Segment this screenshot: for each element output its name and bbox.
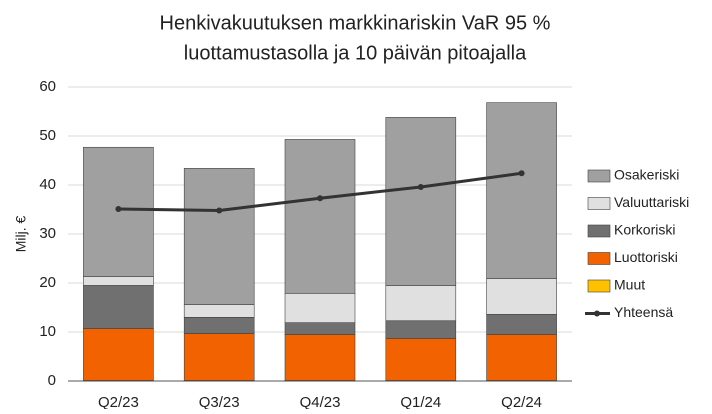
bar-segment [386,285,456,320]
legend-label: Valuuttariski [614,194,689,210]
bar-segment [285,323,355,335]
bar-segment [184,333,254,380]
y-tick-label: 60 [39,78,56,95]
legend-swatch [588,170,610,182]
y-tick-label: 50 [39,127,56,144]
y-tick-label: 20 [39,274,56,291]
bar-segment [487,103,557,279]
legend-label: Osakeriski [614,167,679,183]
x-tick-label: Q4/23 [300,394,341,409]
bar-segment [184,317,254,333]
y-axis-label: Milj. € [13,216,29,253]
y-tick-label: 40 [39,176,56,193]
bar-segment [487,314,557,334]
chart-title: Henkivakuutuksen markkinariskin VaR 95 % [160,12,551,34]
legend-label: Luottoriski [614,249,678,265]
total-point [519,170,525,176]
bar-segment [487,334,557,380]
legend-marker [594,311,600,317]
total-point [317,195,323,201]
y-tick-label: 30 [39,225,56,242]
bar-segment [487,279,557,315]
x-tick-label: Q1/24 [400,394,441,409]
bar-segment [83,329,153,381]
bar-segment [386,338,456,380]
bar-segment [285,139,355,293]
legend-label: Muut [614,277,645,293]
bar-segment [83,277,153,286]
bar-segment [83,285,153,328]
legend-label: Yhteensä [614,304,673,320]
total-point [216,207,222,213]
x-tick-label: Q2/23 [98,394,139,409]
bar-segment [184,305,254,318]
bar-segment [386,117,456,285]
y-tick-label: 10 [39,323,56,340]
bar-segment [386,321,456,339]
x-tick-label: Q2/24 [501,394,542,409]
x-tick-label: Q3/23 [199,394,240,409]
total-point [115,206,121,212]
y-tick-label: 0 [48,372,56,389]
legend-swatch [588,198,610,210]
legend-swatch [588,253,610,265]
chart-title: luottamustasolla ja 10 päivän pitoajalla [184,42,527,64]
bar-segment [285,293,355,322]
bar-segment [285,334,355,380]
bar-segment [184,168,254,304]
total-point [418,184,424,190]
legend-label: Korkoriski [614,222,675,238]
legend-swatch [588,280,610,292]
legend-swatch [588,225,610,237]
